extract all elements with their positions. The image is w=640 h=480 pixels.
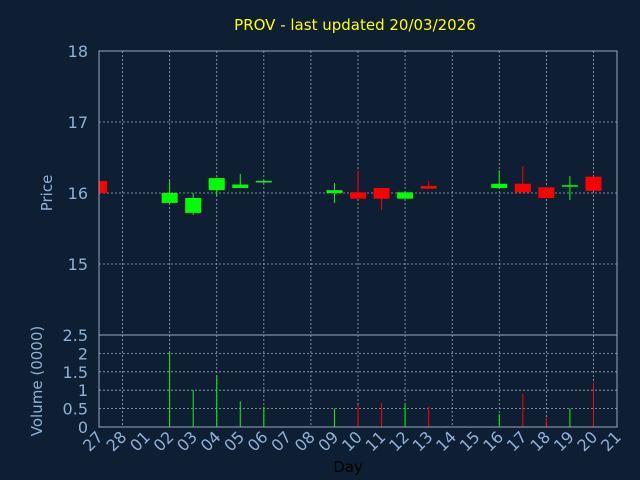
y-tick-label: 0 bbox=[78, 418, 88, 437]
candle-body bbox=[185, 197, 202, 213]
candle-body bbox=[350, 192, 366, 199]
y-tick-label: 17 bbox=[68, 113, 88, 132]
y-axis-label: Price bbox=[38, 175, 56, 212]
volume-bar bbox=[592, 382, 594, 427]
candle-body bbox=[585, 176, 602, 191]
candle-body bbox=[161, 193, 178, 203]
candle-body bbox=[491, 183, 508, 189]
y-tick-label: 0.5 bbox=[63, 400, 88, 419]
candle-body bbox=[255, 180, 272, 183]
candle-body bbox=[514, 183, 531, 193]
chart-title: PROV - last updated 20/03/2026 bbox=[234, 16, 476, 34]
candle-body bbox=[326, 190, 343, 193]
volume-bar bbox=[381, 403, 383, 427]
candle-body bbox=[420, 185, 437, 189]
y-tick-label: 2.5 bbox=[63, 326, 88, 345]
candle-body bbox=[99, 180, 107, 193]
volume-frame bbox=[98, 334, 618, 428]
candle-body bbox=[232, 184, 249, 189]
y-tick-label: 18 bbox=[68, 42, 88, 61]
y-tick-label: 2 bbox=[78, 344, 88, 363]
volume-bar bbox=[428, 406, 430, 427]
volume-bar bbox=[545, 417, 547, 427]
volume-bar bbox=[404, 403, 406, 427]
volume-bar bbox=[522, 393, 524, 427]
volume-bar bbox=[263, 406, 265, 427]
candle-body bbox=[373, 188, 390, 199]
volume-bar bbox=[239, 401, 241, 427]
candle-body bbox=[561, 185, 578, 187]
volume-bar bbox=[569, 408, 571, 427]
volume-bar bbox=[169, 351, 171, 427]
y-tick-label: 15 bbox=[68, 255, 88, 274]
volume-bar bbox=[333, 408, 335, 427]
volume-bar bbox=[498, 414, 500, 427]
volume-bar bbox=[216, 375, 218, 427]
candle-body bbox=[208, 178, 225, 191]
y-axis-label: Volume (0000) bbox=[28, 326, 46, 436]
volume-bar bbox=[192, 390, 194, 427]
x-axis-label: Day bbox=[333, 458, 363, 476]
y-tick-label: 1 bbox=[78, 381, 88, 400]
candle-body bbox=[397, 192, 414, 199]
candle-body bbox=[538, 187, 555, 198]
volume-bar bbox=[357, 404, 359, 427]
y-tick-label: 1.5 bbox=[63, 363, 88, 382]
y-tick-label: 16 bbox=[68, 184, 88, 203]
